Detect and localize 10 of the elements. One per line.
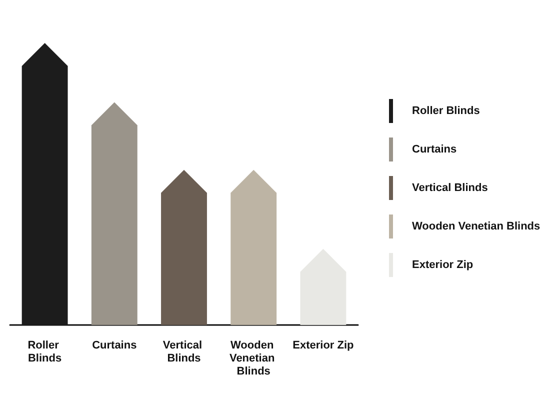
- legend-label: Roller Blinds: [412, 105, 480, 117]
- x-tick-label: Roller Blinds: [28, 340, 62, 364]
- legend-label: Vertical Blinds: [412, 182, 488, 194]
- legend-label: Wooden Venetian Blinds: [412, 220, 540, 232]
- x-tick-label: Vertical Blinds: [162, 340, 206, 364]
- legend-label: Exterior Zip: [412, 259, 474, 271]
- x-tick-label: Exterior Zip: [292, 340, 354, 352]
- x-tick-label: Wooden Venetian Blinds: [229, 340, 278, 378]
- x-tick-label: Curtains: [92, 340, 137, 352]
- legend-label: Curtains: [412, 144, 457, 156]
